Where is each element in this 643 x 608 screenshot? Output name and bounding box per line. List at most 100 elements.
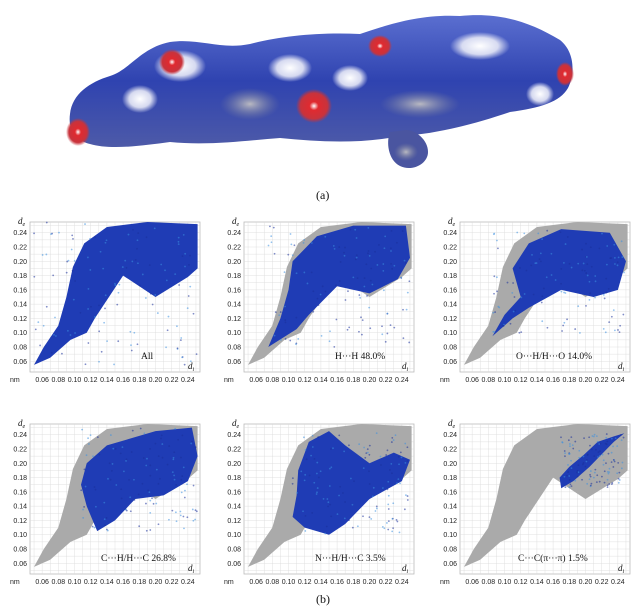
texture-point [393,326,396,329]
texture-point [593,435,595,438]
texture-point [602,459,605,462]
texture-point [53,333,55,336]
texture-point [81,428,84,431]
texture-point [598,443,601,445]
texture-point [147,489,150,492]
texture-point [157,482,160,485]
texture-point [367,226,370,229]
texture-point [141,482,144,485]
x-tick-label: 0.14 [530,377,544,384]
texture-point [541,295,544,298]
y-tick-label: 0.20 [13,461,27,468]
texture-point [320,334,323,337]
texture-point [273,252,276,255]
texture-point [113,363,115,366]
texture-point [598,454,601,457]
texture-point [133,478,135,481]
texture-point [284,321,287,324]
texture-point [387,480,390,483]
y-tick-label: 0.22 [227,447,241,454]
texture-point [620,467,623,470]
texture-point [194,446,197,449]
y-axis-label: de [232,216,240,228]
y-tick-label: 0.10 [13,330,27,337]
texture-point [603,481,606,484]
texture-point [390,262,393,265]
texture-point [613,460,616,463]
texture-point [570,436,573,438]
texture-point [104,294,107,297]
texture-point [173,451,176,454]
texture-point [312,310,315,313]
texture-point [33,275,36,278]
texture-point [566,236,569,238]
texture-point [128,478,130,481]
texture-point [384,340,387,343]
texture-point [494,311,497,313]
texture-point [336,513,339,516]
texture-point [569,445,571,448]
texture-point [610,437,613,440]
texture-point [576,475,579,478]
x-tick-label: 0.06 [465,377,479,384]
texture-point [351,526,354,529]
texture-point [335,284,337,287]
texture-point [87,437,89,440]
texture-point [342,492,344,494]
texture-point [332,447,334,450]
fingerprint-panel-ch: 0.06 0.08 0.10 0.12 0.14 0.16 0.18 0.20 0.22 0.24… [6,412,206,590]
texture-point [365,263,368,266]
texture-point [90,305,92,308]
texture-point [315,493,318,495]
x-tick-label: 0.24 [181,377,195,384]
y-tick-label: 0.14 [443,302,457,309]
x-tick-label: 0.16 [116,579,130,586]
texture-point [607,472,610,475]
panel-plot: 0.06 0.08 0.10 0.12 0.14 0.16 0.18 0.20 0.22 0.24… [440,216,631,384]
texture-point [368,254,371,257]
texture-point [594,468,597,471]
y-tick-label: 0.06 [443,561,457,568]
texture-point [174,427,177,430]
texture-point [591,448,593,451]
texture-point [576,469,579,472]
texture-point [137,262,139,265]
panel-label: H···H 48.0% [335,352,386,362]
texture-point [333,247,336,250]
texture-point [597,451,600,453]
texture-point [350,477,352,480]
texture-point [324,235,327,238]
texture-point [358,443,361,446]
texture-point [356,277,359,279]
texture-point [343,251,345,254]
y-tick-label: 0.22 [443,245,457,252]
unit-label: nm [440,579,450,586]
texture-point [324,532,327,535]
x-tick-label: 0.10 [498,579,512,586]
y-tick-label: 0.06 [13,561,27,568]
texture-point [568,475,571,477]
texture-point [114,284,117,287]
texture-point [184,252,187,255]
texture-point [594,280,597,283]
y-tick-label: 0.06 [227,561,241,568]
texture-point [568,443,571,445]
texture-point [166,463,169,466]
y-tick-label: 0.14 [13,504,27,511]
texture-point [313,457,316,460]
texture-point [124,259,127,262]
texture-point [495,276,498,279]
texture-point [492,311,495,314]
texture-point [109,478,112,481]
texture-point [381,333,384,336]
texture-point [493,331,496,333]
texture-point [50,351,53,354]
texture-point [355,254,358,257]
texture-point [149,292,152,295]
texture-point [563,291,565,294]
texture-point [546,229,549,232]
texture-point [596,474,599,477]
texture-point [617,462,620,464]
texture-point [87,308,90,310]
panel-label: N···H/H···C 3.5% [315,554,386,564]
